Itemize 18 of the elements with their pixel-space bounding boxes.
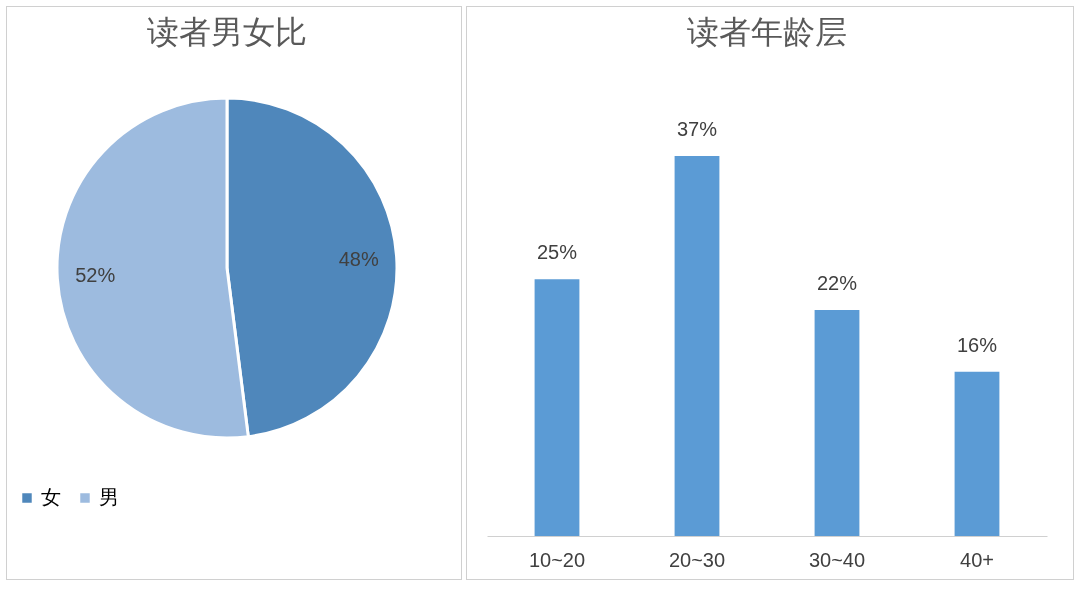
data-label: 16% xyxy=(956,333,998,356)
chart-title: 读者年龄层 xyxy=(687,14,847,50)
x-tick-label: 30~40 xyxy=(808,548,866,571)
bar xyxy=(534,279,580,536)
data-label: 22% xyxy=(816,272,858,295)
x-tick-label: 10~20 xyxy=(528,548,586,571)
data-label: 25% xyxy=(536,241,578,264)
data-label: 48% xyxy=(338,247,379,270)
x-tick-label: 20~30 xyxy=(668,548,726,571)
x-tick-label: 40+ xyxy=(960,548,994,571)
bar xyxy=(814,310,860,536)
legend-label: 女 xyxy=(41,486,61,508)
legend-label: 男 xyxy=(99,486,119,508)
data-label: 52% xyxy=(75,264,116,287)
chart-title: 读者男女比 xyxy=(147,14,307,50)
bar xyxy=(954,371,1000,536)
bar xyxy=(674,156,720,536)
data-label: 37% xyxy=(676,118,718,140)
